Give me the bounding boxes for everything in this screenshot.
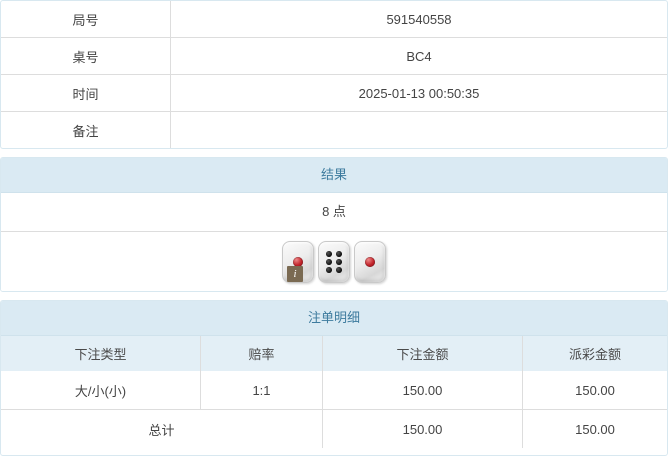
column-header-payout: 派彩金额: [522, 336, 667, 371]
bets-table-header-row: 下注类型 赔率 下注金额 派彩金额: [1, 336, 667, 371]
table-row: 大/小(小) 1:1 150.00 150.00: [1, 371, 667, 410]
die-pip: [336, 259, 342, 265]
column-header-odds: 赔率: [200, 336, 323, 371]
die-pip: [326, 251, 332, 257]
die-2-face: [326, 251, 342, 273]
info-label-time: 时间: [1, 74, 171, 112]
info-value-time: 2025-01-13 00:50:35: [170, 74, 667, 112]
round-info-panel: 局号 591540558 桌号 BC4 时间 2025-01-13 00:50:…: [0, 0, 668, 149]
info-label-table-no: 桌号: [1, 37, 171, 75]
table-row: 备注: [1, 111, 667, 148]
die-pip: [336, 251, 342, 257]
bets-table: 下注类型 赔率 下注金额 派彩金额 大/小(小) 1:1 150.00 150.…: [1, 336, 667, 448]
cell-total-bet-amount: 150.00: [322, 409, 523, 448]
die-3: [354, 241, 386, 283]
die-pip: [293, 257, 303, 267]
table-total-row: 总计 150.00 150.00: [1, 409, 667, 448]
cell-total-payout: 150.00: [522, 409, 667, 448]
cell-bet-amount: 150.00: [322, 371, 523, 410]
die-pip: [336, 267, 342, 273]
die-2: [318, 241, 350, 283]
column-header-bet-amount: 下注金额: [322, 336, 523, 371]
info-value-remark: [170, 111, 667, 148]
die-1: i: [282, 241, 314, 283]
die-pip: [326, 267, 332, 273]
table-row: 局号 591540558: [1, 1, 667, 38]
bet-detail-panel: 注单明细 下注类型 赔率 下注金额 派彩金额 大/小(小) 1:1 150.00…: [0, 300, 668, 456]
cell-bet-type: 大/小(小): [1, 371, 201, 410]
table-row: 时间 2025-01-13 00:50:35: [1, 74, 667, 112]
result-panel: 结果 8 点 i: [0, 157, 668, 292]
cell-total-label: 总计: [1, 409, 323, 448]
info-label-remark: 备注: [1, 111, 171, 148]
die-pip: [326, 259, 332, 265]
info-value-table-no: BC4: [170, 37, 667, 75]
die-pip: [365, 257, 375, 267]
cell-payout: 150.00: [522, 371, 667, 410]
info-value-round-no: 591540558: [170, 1, 667, 38]
dice-row: i: [1, 232, 667, 291]
column-header-bet-type: 下注类型: [1, 336, 201, 371]
info-icon[interactable]: i: [287, 266, 303, 282]
die-1-face: [293, 257, 303, 267]
bets-section-title: 注单明细: [1, 301, 667, 336]
result-section-title: 结果: [1, 158, 667, 193]
info-label-round-no: 局号: [1, 1, 171, 38]
cell-odds: 1:1: [200, 371, 323, 410]
table-row: 桌号 BC4: [1, 37, 667, 75]
die-3-face: [365, 257, 375, 267]
round-info-table: 局号 591540558 桌号 BC4 时间 2025-01-13 00:50:…: [1, 1, 667, 148]
result-points-text: 8 点: [1, 193, 667, 232]
